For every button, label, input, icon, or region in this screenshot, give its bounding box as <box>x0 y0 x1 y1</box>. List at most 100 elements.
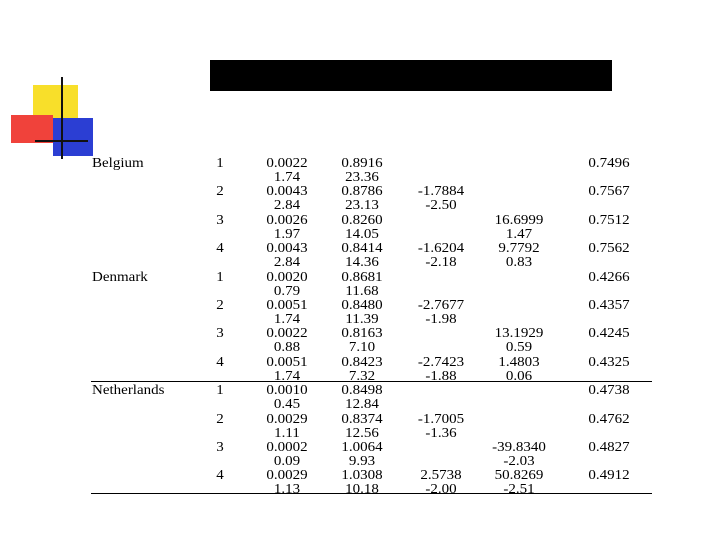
coef-cell: -1.7884 <box>417 184 465 200</box>
coef-cell: 0.8498 <box>341 383 383 399</box>
r2-cell: 0.4325 <box>588 354 630 370</box>
coef-cell: 1.0308 <box>341 468 383 484</box>
decorative-blue-square <box>53 118 93 156</box>
r2-cell: 0.7512 <box>588 212 630 228</box>
coef-cell: 0.8681 <box>341 269 383 285</box>
country-label: Belgium <box>92 156 144 171</box>
model-number: 1 <box>216 383 224 399</box>
model-number: 4 <box>216 354 224 370</box>
model-number: 3 <box>216 326 224 342</box>
coef-cell: -39.8340 <box>492 440 546 455</box>
model-number: 4 <box>216 241 224 257</box>
coef-cell: 0.0022 <box>266 156 308 171</box>
tstat-cell: 12.84 <box>345 397 379 413</box>
coef-cell: 0.0051 <box>266 298 308 313</box>
tstat-cell: 10.18 <box>345 482 379 498</box>
r2-cell: 0.7496 <box>588 156 630 171</box>
coef-cell: 16.6999 <box>494 212 544 228</box>
decorative-horizontal-line <box>35 140 88 142</box>
r2-cell: 0.4266 <box>588 269 630 285</box>
model-number: 3 <box>216 212 224 228</box>
coef-cell: 0.0022 <box>266 326 308 342</box>
r2-cell: 0.7562 <box>588 241 630 257</box>
tstat-cell: 7.10 <box>348 340 376 356</box>
coef-cell: 0.8414 <box>341 241 383 257</box>
coef-cell: 0.8480 <box>341 298 383 313</box>
coef-cell: 0.0026 <box>266 212 308 228</box>
tstat-cell: 23.36 <box>345 170 379 185</box>
model-number: 2 <box>216 184 224 200</box>
r2-cell: 0.4762 <box>588 411 630 427</box>
tstat-cell: -2.18 <box>425 255 457 271</box>
coef-cell: -1.6204 <box>417 241 465 257</box>
model-number: 1 <box>216 269 224 285</box>
tstat-cell: 14.36 <box>345 255 379 271</box>
table-bottom-rule <box>91 493 652 494</box>
coef-cell: -2.7677 <box>417 298 465 313</box>
tstat-cell: 0.09 <box>273 454 301 469</box>
tstat-cell: 0.59 <box>505 340 533 356</box>
tstat-cell: 1.97 <box>273 226 301 242</box>
tstat-cell: 0.45 <box>273 397 301 413</box>
coef-cell: 0.8423 <box>341 354 383 370</box>
model-number: 2 <box>216 298 224 313</box>
coef-cell: 0.8260 <box>341 212 383 228</box>
r2-cell: 0.7567 <box>588 184 630 200</box>
tstat-cell: -2.00 <box>425 482 457 498</box>
tstat-cell: 1.11 <box>274 425 300 441</box>
model-number: 4 <box>216 468 224 484</box>
coef-cell: 0.0029 <box>266 468 308 484</box>
tstat-cell: -2.51 <box>503 482 535 498</box>
tstat-cell: -1.36 <box>425 425 457 441</box>
model-number: 3 <box>216 440 224 455</box>
tstat-cell: 14.05 <box>345 226 379 242</box>
tstat-cell: 1.47 <box>505 226 533 242</box>
coef-cell: -1.7005 <box>417 411 465 427</box>
coef-cell: 0.0043 <box>266 241 308 257</box>
tstat-cell: 7.32 <box>348 368 376 384</box>
model-number: 2 <box>216 411 224 427</box>
country-label: Denmark <box>92 269 148 285</box>
tstat-cell: 0.06 <box>505 368 533 384</box>
r2-cell: 0.4357 <box>588 298 630 313</box>
coef-cell: 0.8916 <box>341 156 383 171</box>
tstat-cell: 1.74 <box>273 368 301 384</box>
tstat-cell: 0.88 <box>273 340 301 356</box>
coef-cell: 0.0043 <box>266 184 308 200</box>
coef-cell: 13.1929 <box>494 326 544 342</box>
tstat-cell: -1.98 <box>425 312 457 327</box>
coef-cell: 1.0064 <box>341 440 383 455</box>
coef-cell: 0.8786 <box>341 184 383 200</box>
tstat-cell: 1.74 <box>273 170 301 185</box>
tstat-cell: 1.13 <box>273 482 301 498</box>
r2-cell: 0.4827 <box>588 440 630 455</box>
tstat-cell: -2.50 <box>425 198 457 214</box>
country-label: Netherlands <box>92 383 165 399</box>
tstat-cell: 11.39 <box>345 312 379 327</box>
tstat-cell: 1.74 <box>273 312 301 327</box>
coef-cell: 2.5738 <box>420 468 462 484</box>
tstat-cell: 11.68 <box>345 283 379 299</box>
coef-cell: 0.8374 <box>341 411 383 427</box>
coef-cell: 50.8269 <box>494 468 544 484</box>
tstat-cell: 0.79 <box>273 283 301 299</box>
coef-cell: 0.8163 <box>341 326 383 342</box>
coef-cell: 0.0020 <box>266 269 308 285</box>
coef-cell: 1.4803 <box>498 354 540 370</box>
table-divider <box>91 381 652 382</box>
r2-cell: 0.4738 <box>588 383 630 399</box>
coef-cell: -2.7423 <box>417 354 465 370</box>
tstat-cell: 23.13 <box>345 198 379 214</box>
r2-cell: 0.4912 <box>588 468 630 484</box>
decorative-vertical-line <box>61 77 63 159</box>
tstat-cell: 2.84 <box>273 198 301 214</box>
coef-cell: 9.7792 <box>498 241 540 257</box>
r2-cell: 0.4245 <box>588 326 630 342</box>
tstat-cell: 9.93 <box>348 454 376 469</box>
coef-cell: 0.0002 <box>266 440 308 455</box>
title-bar <box>210 60 612 91</box>
coef-cell: 0.0010 <box>266 383 308 399</box>
tstat-cell: 12.56 <box>345 425 379 441</box>
coef-cell: 0.0029 <box>266 411 308 427</box>
